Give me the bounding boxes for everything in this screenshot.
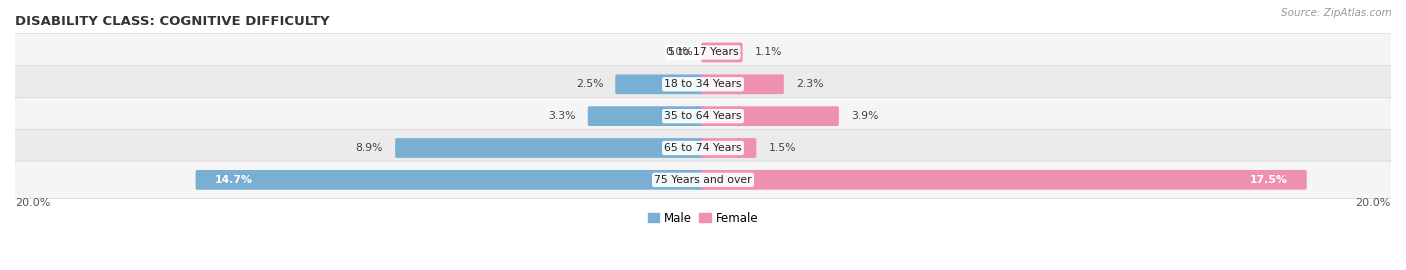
Text: 0.0%: 0.0% <box>665 48 693 58</box>
FancyBboxPatch shape <box>702 43 742 62</box>
Text: 1.5%: 1.5% <box>768 143 796 153</box>
FancyBboxPatch shape <box>13 34 1393 71</box>
Text: 1.1%: 1.1% <box>755 48 782 58</box>
Legend: Male, Female: Male, Female <box>643 207 763 230</box>
FancyBboxPatch shape <box>702 106 839 126</box>
Text: Source: ZipAtlas.com: Source: ZipAtlas.com <box>1281 8 1392 18</box>
Text: 20.0%: 20.0% <box>15 198 51 208</box>
FancyBboxPatch shape <box>616 75 704 94</box>
Text: 5 to 17 Years: 5 to 17 Years <box>668 48 738 58</box>
Text: DISABILITY CLASS: COGNITIVE DIFFICULTY: DISABILITY CLASS: COGNITIVE DIFFICULTY <box>15 15 329 28</box>
FancyBboxPatch shape <box>588 106 704 126</box>
Text: 2.5%: 2.5% <box>575 79 603 89</box>
Text: 8.9%: 8.9% <box>356 143 382 153</box>
FancyBboxPatch shape <box>702 170 1306 190</box>
FancyBboxPatch shape <box>395 138 704 158</box>
FancyBboxPatch shape <box>13 161 1393 199</box>
Text: 75 Years and over: 75 Years and over <box>654 175 752 185</box>
Text: 2.3%: 2.3% <box>796 79 824 89</box>
FancyBboxPatch shape <box>13 129 1393 167</box>
FancyBboxPatch shape <box>13 66 1393 103</box>
Text: 3.9%: 3.9% <box>851 111 879 121</box>
FancyBboxPatch shape <box>702 75 783 94</box>
Text: 20.0%: 20.0% <box>1355 198 1391 208</box>
Text: 14.7%: 14.7% <box>215 175 253 185</box>
Text: 65 to 74 Years: 65 to 74 Years <box>664 143 742 153</box>
Text: 3.3%: 3.3% <box>548 111 575 121</box>
FancyBboxPatch shape <box>13 97 1393 135</box>
FancyBboxPatch shape <box>195 170 704 190</box>
Text: 35 to 64 Years: 35 to 64 Years <box>664 111 742 121</box>
Text: 18 to 34 Years: 18 to 34 Years <box>664 79 742 89</box>
Text: 17.5%: 17.5% <box>1250 175 1288 185</box>
FancyBboxPatch shape <box>702 138 756 158</box>
